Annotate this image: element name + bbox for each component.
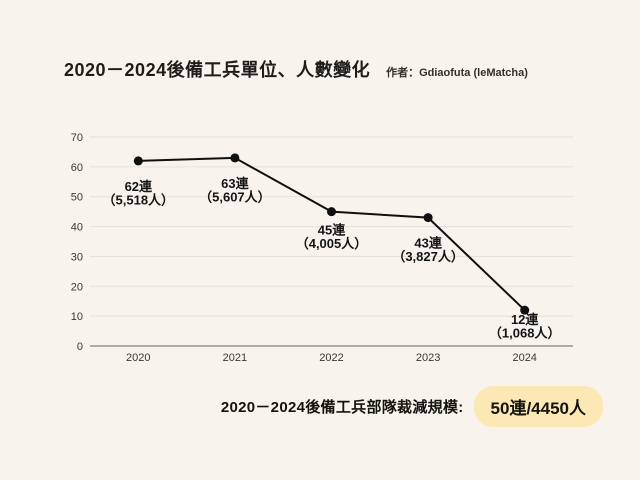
y-tick-label: 50 — [71, 192, 83, 204]
x-tick-label: 2024 — [512, 352, 536, 364]
data-point — [423, 213, 433, 223]
point-label-units: 45連 — [318, 223, 346, 238]
x-tick-label: 2023 — [416, 352, 440, 364]
y-tick-label: 60 — [71, 162, 83, 174]
data-point — [327, 207, 336, 217]
y-tick-label: 70 — [71, 132, 83, 144]
x-tick-label: 2021 — [223, 352, 247, 364]
y-tick-label: 20 — [71, 281, 83, 293]
point-label-personnel: （3,827人） — [392, 249, 464, 264]
header: 2020－2024後備工兵單位、人數變化 作者：Gdiaofuta (leMat… — [64, 56, 600, 82]
summary-highlight-badge: 50連/4450人 — [473, 386, 603, 427]
data-point — [133, 156, 143, 166]
point-label-personnel: （4,005人） — [296, 236, 368, 251]
point-label-units: 62連 — [125, 179, 153, 194]
point-label-units: 63連 — [221, 176, 249, 191]
page-title: 2020－2024後備工兵單位、人數變化 — [64, 60, 371, 80]
y-tick-label: 40 — [71, 222, 83, 234]
data-point — [230, 153, 240, 163]
summary-row: 2020－2024後備工兵部隊裁減規模: 50連/4450人 — [0, 386, 603, 427]
y-tick-label: 10 — [71, 311, 83, 323]
author-credit: 作者：Gdiaofuta (leMatcha) — [386, 67, 528, 79]
y-tick-label: 0 — [77, 341, 83, 353]
x-tick-label: 2020 — [126, 352, 150, 364]
point-label-personnel: （1,068人） — [489, 326, 561, 341]
point-label-personnel: （5,518人） — [103, 192, 175, 207]
point-label-units: 43連 — [414, 236, 442, 251]
x-tick-label: 2022 — [319, 352, 343, 364]
summary-label: 2020－2024後備工兵部隊裁減規模: — [220, 399, 464, 416]
data-point — [520, 305, 530, 315]
point-label-personnel: （5,607人） — [199, 189, 271, 204]
y-tick-label: 30 — [71, 251, 83, 263]
point-label-units: 12連 — [511, 312, 539, 327]
